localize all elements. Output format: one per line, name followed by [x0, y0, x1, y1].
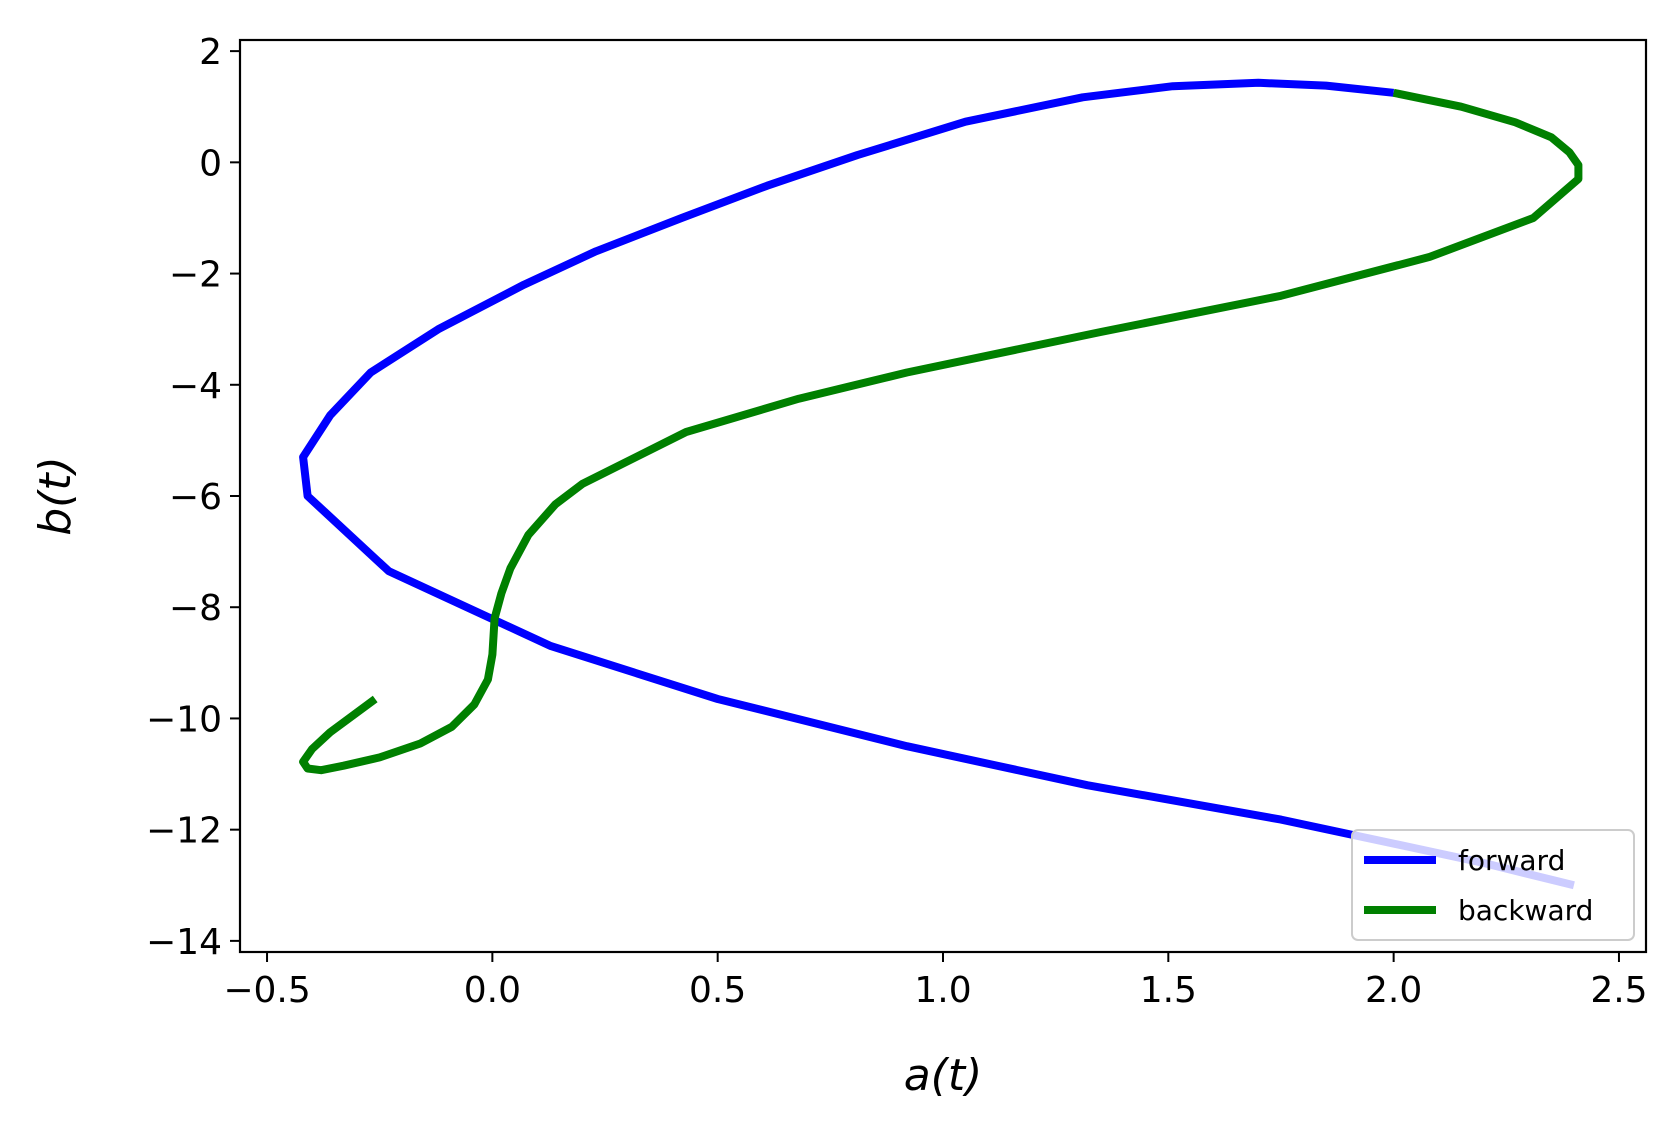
x-tick-label: 2.5	[1590, 970, 1647, 1011]
y-tick-label: −2	[169, 255, 222, 296]
y-tick-label: −14	[146, 922, 222, 963]
x-tick-label: 1.5	[1140, 970, 1197, 1011]
plot-frame	[238, 38, 1648, 954]
y-tick-label: −8	[169, 588, 222, 629]
y-tick-label: −10	[146, 699, 222, 740]
x-axis-label: a(t)	[904, 1050, 983, 1101]
x-tick-label: 1.0	[914, 970, 971, 1011]
legend-label-backward: backward	[1458, 894, 1593, 927]
y-tick-label: −4	[169, 366, 222, 407]
x-tick-label: 0.5	[689, 970, 746, 1011]
y-axis-label: b(t)	[30, 456, 81, 536]
y-tick-label: 2	[199, 32, 222, 73]
x-tick-label: 2.0	[1365, 970, 1422, 1011]
series-line-forward	[299, 78, 1575, 890]
y-tick-label: −12	[146, 811, 222, 852]
x-tick-label: −0.5	[223, 970, 310, 1011]
ticks-layer: −0.5 0.0 0.5 1.0 1.5 2.0 2.5 2 0 −2 −4 −6 −8 −10 −12 −1…	[146, 32, 1648, 1011]
legend: forward backward	[1351, 829, 1635, 941]
x-tick-label: 0.0	[464, 970, 521, 1011]
series-line-backward	[299, 88, 1583, 775]
legend-label-forward: forward	[1458, 844, 1565, 877]
y-tick-label: 0	[199, 143, 222, 184]
y-tick-label: −6	[169, 477, 222, 518]
lines-layer	[299, 78, 1583, 890]
